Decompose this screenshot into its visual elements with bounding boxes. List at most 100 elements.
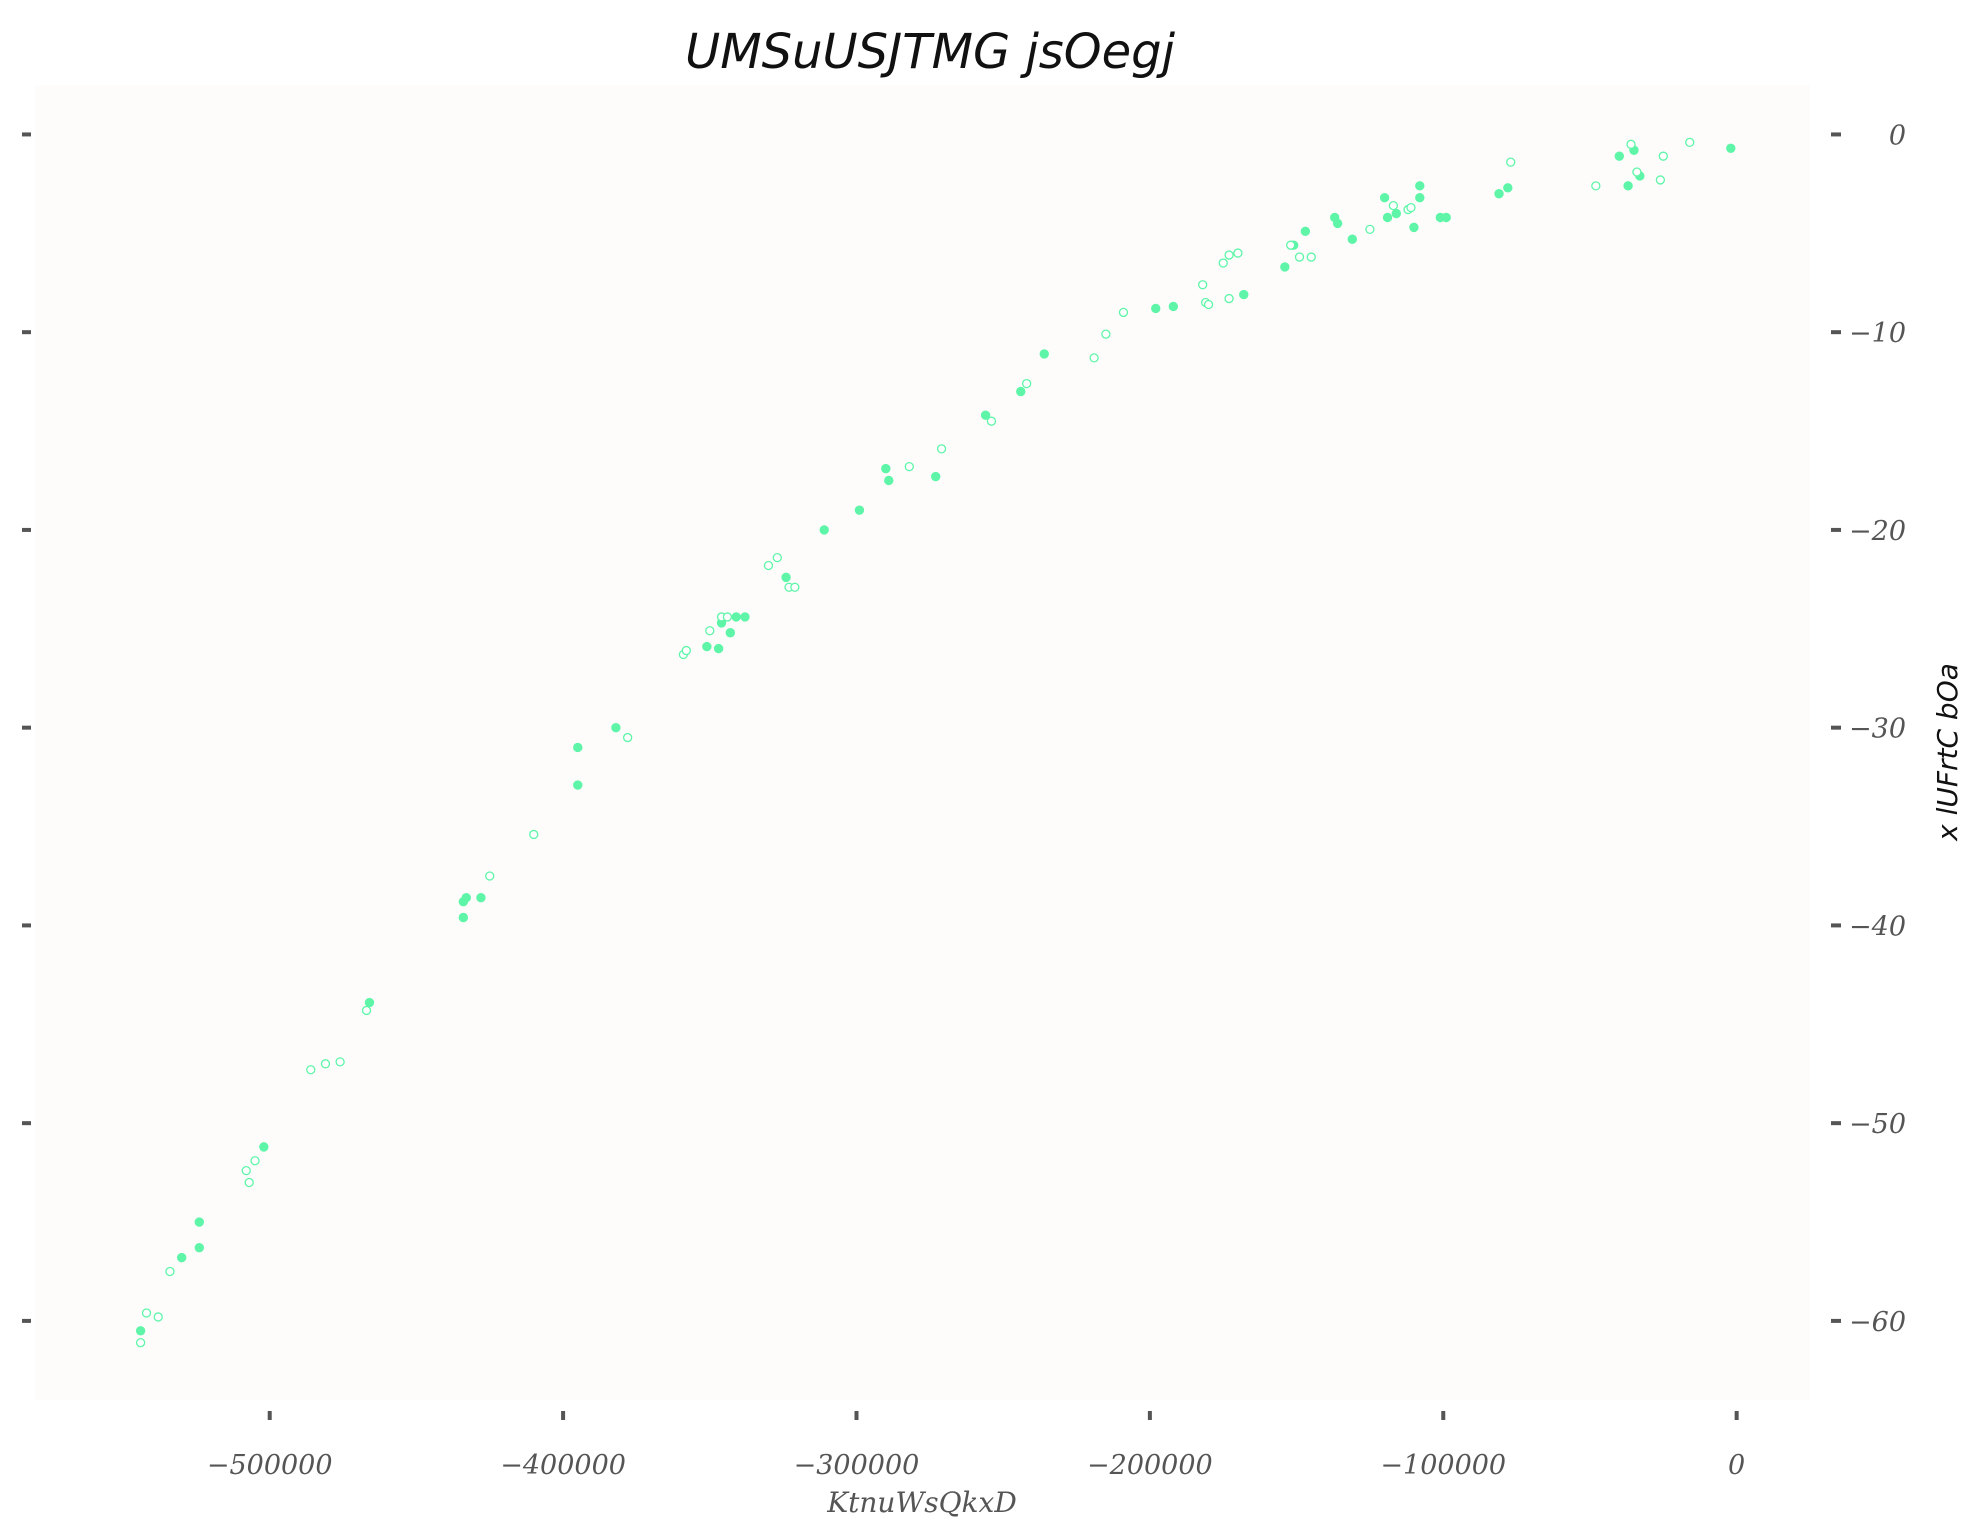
data-point-filled	[1391, 208, 1402, 219]
data-point-filled	[194, 1217, 204, 1227]
data-point-filled	[611, 722, 621, 733]
data-point-filled	[1300, 226, 1311, 237]
x-axis-label: KtnuWsQkxD	[826, 1486, 1017, 1519]
data-point-hollow	[529, 829, 539, 840]
data-point-filled	[725, 628, 736, 638]
plot-area	[35, 85, 1810, 1400]
y-axis-ticks: 0 −10 −20 −30 −40 −50 −60	[22, 120, 1906, 1338]
data-point-hollow	[1294, 252, 1305, 262]
data-point-hollow	[1089, 353, 1099, 363]
data-point-hollow	[763, 560, 774, 571]
data-point-filled	[1239, 289, 1249, 300]
data-point-hollow	[1506, 157, 1516, 167]
x-tick-label: −300000	[794, 1450, 920, 1481]
data-point-hollow	[681, 645, 691, 656]
data-point-filled	[1441, 212, 1451, 223]
data-point-filled	[884, 475, 894, 486]
data-point-filled	[713, 643, 724, 654]
data-point-hollow	[1306, 252, 1316, 262]
data-point-hollow	[335, 1057, 345, 1067]
data-point-hollow	[1286, 240, 1296, 250]
data-point-filled	[1382, 212, 1393, 223]
data-point-hollow	[722, 612, 733, 622]
data-point-filled	[1168, 301, 1179, 312]
data-point-hollow	[320, 1059, 331, 1069]
data-point-hollow	[1218, 258, 1228, 268]
y-tick-label: −40	[1849, 911, 1906, 942]
data-point-filled	[573, 780, 583, 790]
data-point-filled	[781, 572, 791, 583]
data-point-filled	[259, 1142, 269, 1152]
data-point-filled	[461, 893, 471, 903]
y-tick-label: 0	[1889, 120, 1906, 151]
data-point-hollow	[1685, 137, 1695, 147]
data-point-filled	[854, 505, 865, 515]
data-point-hollow	[1632, 167, 1642, 177]
data-point-hollow	[1203, 299, 1214, 310]
data-point-filled	[740, 612, 750, 622]
x-tick-label: −400000	[500, 1450, 626, 1481]
data-point-filled	[1280, 262, 1290, 272]
data-point-hollow	[772, 552, 782, 563]
data-point-filled	[1347, 234, 1358, 244]
data-point-filled	[1415, 193, 1425, 203]
data-point-hollow	[1626, 139, 1636, 149]
data-point-filled	[458, 912, 469, 923]
data-point-filled	[1151, 303, 1161, 314]
data-point-hollow	[241, 1165, 251, 1176]
data-point-filled	[135, 1326, 146, 1336]
data-point-hollow	[1224, 250, 1234, 260]
data-point-hollow	[1233, 248, 1243, 258]
data-point-filled	[1623, 181, 1633, 191]
data-point-hollow	[361, 1005, 372, 1016]
data-point-hollow	[306, 1065, 316, 1075]
data-point-hollow	[1101, 329, 1111, 339]
x-tick-label: −100000	[1380, 1450, 1506, 1481]
data-point-filled	[931, 471, 941, 482]
data-point-filled	[1726, 143, 1736, 153]
data-point-hollow	[1658, 151, 1668, 161]
data-point-hollow	[135, 1338, 146, 1348]
data-point-hollow	[1198, 280, 1208, 290]
data-point-filled	[1415, 181, 1425, 191]
x-tick-label: −200000	[1087, 1450, 1213, 1481]
data-point-hollow	[165, 1266, 175, 1277]
data-point-filled	[1016, 386, 1026, 397]
data-point-filled	[1379, 193, 1390, 203]
data-point-filled	[364, 997, 375, 1008]
y-tick-label: −20	[1849, 516, 1906, 547]
data-point-hollow	[244, 1177, 254, 1188]
data-point-hollow	[1406, 202, 1416, 213]
x-tick-label: 0	[1728, 1450, 1745, 1481]
data-point-hollow	[904, 461, 914, 472]
data-point-hollow	[485, 871, 495, 881]
data-point-hollow	[153, 1312, 163, 1322]
data-point-hollow	[986, 416, 997, 426]
data-point-hollow	[790, 582, 800, 592]
data-point-filled	[702, 641, 712, 652]
data-point-hollow	[250, 1156, 260, 1166]
y-tick-label: −10	[1849, 318, 1906, 349]
data-point-filled	[819, 525, 829, 535]
data-point-hollow	[1022, 378, 1032, 389]
data-point-hollow	[1388, 200, 1399, 211]
data-point-filled	[1409, 222, 1419, 233]
data-point-hollow	[705, 626, 715, 636]
data-point-hollow	[936, 444, 947, 454]
y-tick-label: −30	[1849, 714, 1906, 745]
chart-title: UMSuUSJTMG jsOegj	[685, 24, 1176, 80]
data-point-hollow	[141, 1308, 152, 1318]
data-point-hollow	[622, 732, 633, 743]
y-tick-label: −60	[1849, 1307, 1906, 1338]
x-tick-label: −500000	[207, 1450, 333, 1481]
x-axis-ticks: −500000 −400000 −300000 −200000 −100000 0	[207, 1411, 1745, 1481]
data-point-filled	[573, 742, 583, 753]
data-point-filled	[1503, 183, 1513, 193]
data-point-filled	[1494, 189, 1504, 199]
data-point-filled	[194, 1243, 204, 1253]
data-point-filled	[1614, 151, 1624, 161]
y-axis-label: x lUFrtC bOa	[1931, 663, 1964, 842]
data-point-filled	[176, 1252, 187, 1263]
data-point-hollow	[1655, 175, 1666, 185]
